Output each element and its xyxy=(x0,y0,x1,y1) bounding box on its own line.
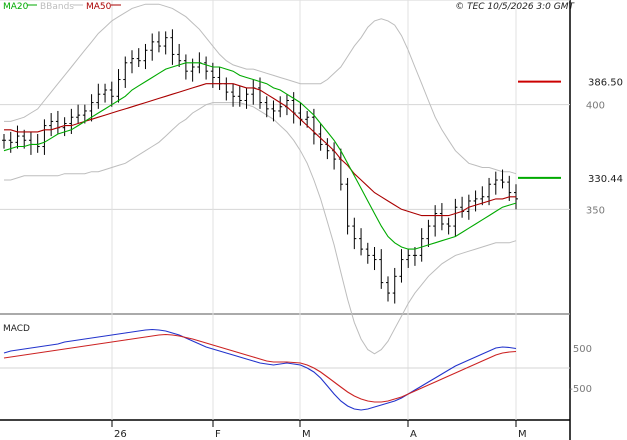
price-bar xyxy=(109,81,114,107)
copyright-text: © TEC 10/5/2026 3:0 GMT xyxy=(455,2,575,12)
price-bar xyxy=(345,177,350,235)
grid-lines xyxy=(0,0,570,420)
price-bar xyxy=(103,83,108,103)
price-bar xyxy=(49,113,54,137)
price-bar xyxy=(419,228,424,262)
price-bar xyxy=(136,48,141,67)
price-bar xyxy=(480,186,485,206)
price-bar xyxy=(156,31,161,53)
price-bar xyxy=(406,249,411,268)
y-tick-label: 350 xyxy=(586,205,605,216)
legend-bbands: BBands xyxy=(40,2,74,12)
price-bar xyxy=(365,242,370,264)
price-bar xyxy=(177,43,182,67)
price-bar xyxy=(352,217,357,250)
price-bar xyxy=(318,123,323,151)
bband-upper-line xyxy=(4,3,517,175)
macd-tick-label: 500 xyxy=(573,344,592,355)
price-bar xyxy=(62,117,67,137)
ma20-line xyxy=(3,62,517,250)
price-bar xyxy=(130,50,134,74)
macd-series-1 xyxy=(3,333,517,403)
ma50-line xyxy=(4,83,516,217)
price-bar xyxy=(204,56,209,80)
legend-ma20: MA20 xyxy=(3,2,29,12)
price-bar xyxy=(446,217,451,235)
bband-lower-line xyxy=(4,102,517,355)
price-bar xyxy=(96,83,101,109)
macd-series-0 xyxy=(3,328,517,411)
price-bar xyxy=(392,267,397,304)
bollinger-bands xyxy=(4,3,517,355)
price-bar xyxy=(439,203,444,231)
price-bar xyxy=(412,247,417,266)
price-bar xyxy=(386,276,390,302)
x-tick-label: 26 xyxy=(114,429,127,440)
axis-labels: 400 350 26 F M A M 386.50 330.44 500 -500 xyxy=(111,78,623,440)
price-panel xyxy=(0,0,570,314)
price-bar xyxy=(271,100,276,122)
macd-title: MACD xyxy=(3,324,30,334)
macd-tick-label: -500 xyxy=(569,384,592,395)
price-bar xyxy=(170,29,175,65)
price-bar xyxy=(2,133,6,149)
price-bar xyxy=(264,96,269,118)
price-bar xyxy=(8,131,13,153)
value-tag-label: 386.50 xyxy=(588,78,623,89)
x-tick-label: M xyxy=(518,429,527,440)
price-bar xyxy=(163,31,168,55)
price-bar xyxy=(143,43,148,70)
price-bar xyxy=(116,69,121,103)
price-bar xyxy=(500,169,505,189)
price-bar xyxy=(150,33,155,61)
price-bar xyxy=(379,249,384,289)
price-bar xyxy=(426,219,431,248)
price-bar xyxy=(231,83,236,107)
price-bar xyxy=(473,190,478,212)
x-tick-label: A xyxy=(410,429,417,440)
y-tick-label: 400 xyxy=(586,101,605,112)
legend: MA20 BBands MA50 xyxy=(3,2,121,12)
macd-lines xyxy=(3,328,517,411)
price-bar xyxy=(237,85,242,107)
price-bar xyxy=(42,119,47,155)
price-bar xyxy=(82,104,87,124)
value-tag-label: 330.44 xyxy=(588,174,623,185)
legend-ma50: MA50 xyxy=(86,2,112,12)
price-bar xyxy=(258,77,262,109)
price-bar xyxy=(76,104,81,124)
price-bar xyxy=(399,249,404,283)
price-bar xyxy=(183,54,188,80)
price-bar xyxy=(372,247,377,271)
price-bar xyxy=(244,87,249,109)
price-bar xyxy=(15,125,20,149)
price-bar xyxy=(433,205,438,237)
price-bar xyxy=(493,171,498,195)
x-tick-label: M xyxy=(302,429,311,440)
price-bars xyxy=(2,29,518,304)
price-bar xyxy=(123,56,128,88)
price-bar xyxy=(453,198,458,237)
x-tick-label: F xyxy=(215,429,221,440)
price-bar xyxy=(359,228,364,256)
price-bar xyxy=(22,129,27,149)
price-bar xyxy=(278,96,283,118)
moving-averages xyxy=(3,62,517,250)
